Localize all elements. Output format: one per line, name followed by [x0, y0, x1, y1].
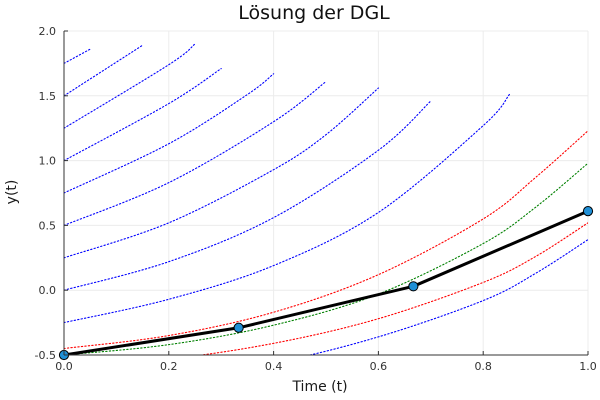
y-axis-label: y(t): [4, 180, 20, 205]
series-exact-line: [64, 162, 588, 355]
series-field-line: [64, 80, 327, 226]
series-field-line: [64, 87, 379, 259]
series-group: [64, 43, 588, 355]
x-tick-label: 0.8: [474, 360, 492, 373]
y-tick-label: 2.0: [39, 25, 57, 38]
y-tick-label: 0.0: [39, 284, 57, 297]
series-upper-bound-line: [64, 130, 588, 350]
series-field-line: [64, 100, 432, 291]
x-tick-label: 0.4: [265, 360, 283, 373]
series-field-line: [64, 44, 144, 97]
y-tick-label: -0.5: [35, 349, 56, 362]
series-field-line: [64, 43, 196, 129]
series-approx-line-line: [64, 209, 588, 355]
series-field-line: [307, 239, 588, 355]
approx-marker-point: [582, 206, 594, 217]
y-tick-label: 1.0: [39, 155, 57, 168]
x-tick-label: 0.6: [370, 360, 388, 373]
tick-labels: 0.0 0.2 0.4 0.6 0.8 1.0-0.50.00.51.01.52.0: [35, 25, 597, 373]
approx-marker-point: [233, 322, 244, 333]
axes: [63, 30, 589, 356]
series-field-line: [64, 48, 91, 64]
y-tick-label: 0.5: [39, 219, 57, 232]
x-tick-label: 0.2: [160, 360, 178, 373]
marker-group: [58, 206, 594, 361]
approx-marker-point: [408, 281, 419, 292]
series-field-line: [64, 73, 275, 194]
x-axis-label: Time (t): [291, 379, 347, 395]
series-field-line: [64, 68, 222, 162]
x-tick-label: 1.0: [579, 360, 597, 373]
chart-title: Lösung der DGL: [238, 2, 390, 24]
x-tick-label: 0.0: [55, 360, 73, 373]
y-tick-label: 1.5: [39, 90, 57, 103]
series-lower-bound-line: [197, 222, 588, 355]
series-field-line: [64, 93, 510, 324]
